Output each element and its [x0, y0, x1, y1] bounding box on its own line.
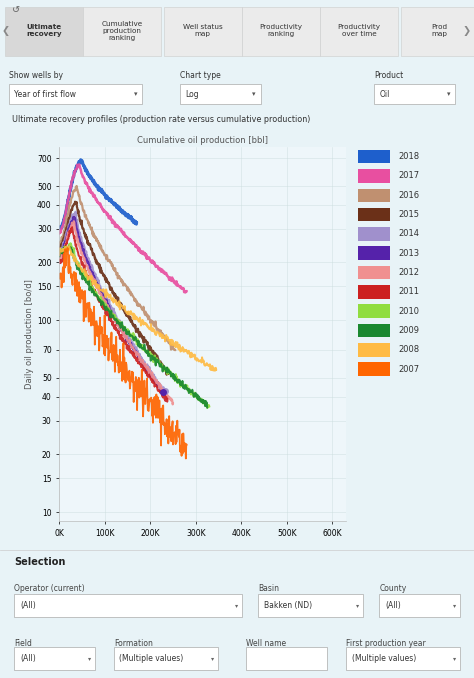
- Text: 2008: 2008: [399, 345, 420, 355]
- Text: 2011: 2011: [399, 287, 420, 296]
- Text: Productivity
ranking: Productivity ranking: [259, 24, 302, 37]
- Text: 2015: 2015: [399, 210, 420, 219]
- Text: Selection: Selection: [14, 557, 65, 567]
- Text: Product: Product: [374, 71, 404, 80]
- Text: (Multiple values): (Multiple values): [119, 654, 184, 663]
- Text: ▾: ▾: [447, 91, 450, 97]
- Text: Chart type: Chart type: [180, 71, 221, 80]
- Text: ▾: ▾: [356, 603, 359, 607]
- Text: ▾: ▾: [235, 603, 238, 607]
- Text: Year of first flow: Year of first flow: [14, 89, 76, 98]
- Text: Operator (current): Operator (current): [14, 584, 85, 593]
- FancyBboxPatch shape: [242, 7, 320, 56]
- Text: 2014: 2014: [399, 229, 420, 239]
- Text: Ultimate
recovery: Ultimate recovery: [26, 24, 62, 37]
- FancyBboxPatch shape: [379, 593, 460, 617]
- FancyBboxPatch shape: [14, 647, 95, 670]
- FancyBboxPatch shape: [358, 266, 390, 279]
- FancyBboxPatch shape: [346, 647, 460, 670]
- FancyBboxPatch shape: [401, 7, 474, 56]
- Text: 2009: 2009: [399, 326, 420, 335]
- Text: Bakken (ND): Bakken (ND): [264, 601, 312, 610]
- Text: ❯: ❯: [462, 26, 470, 36]
- Text: ▾: ▾: [134, 91, 137, 97]
- FancyBboxPatch shape: [358, 227, 390, 241]
- Text: Show wells by: Show wells by: [9, 71, 64, 80]
- FancyBboxPatch shape: [358, 150, 390, 163]
- Text: (All): (All): [20, 601, 36, 610]
- FancyBboxPatch shape: [358, 188, 390, 202]
- Text: Basin: Basin: [258, 584, 279, 593]
- FancyBboxPatch shape: [14, 593, 242, 617]
- FancyBboxPatch shape: [180, 84, 261, 104]
- Text: Well status
map: Well status map: [183, 24, 222, 37]
- FancyBboxPatch shape: [358, 170, 390, 182]
- FancyBboxPatch shape: [358, 208, 390, 221]
- Text: Ultimate recovery profiles (production rate versus cumulative production): Ultimate recovery profiles (production r…: [12, 115, 310, 123]
- Text: 2016: 2016: [399, 191, 420, 200]
- FancyBboxPatch shape: [258, 593, 363, 617]
- Text: 2013: 2013: [399, 249, 420, 258]
- Text: 2012: 2012: [399, 268, 420, 277]
- Text: First production year: First production year: [346, 639, 426, 648]
- Text: County: County: [379, 584, 406, 593]
- Text: 2018: 2018: [399, 152, 420, 161]
- FancyBboxPatch shape: [358, 324, 390, 337]
- Text: (All): (All): [385, 601, 401, 610]
- Text: Cumulative
production
ranking: Cumulative production ranking: [101, 20, 143, 41]
- FancyBboxPatch shape: [358, 343, 390, 357]
- Text: Formation: Formation: [114, 639, 153, 648]
- Text: ▾: ▾: [453, 656, 456, 661]
- FancyBboxPatch shape: [83, 7, 161, 56]
- Text: Productivity
over time: Productivity over time: [337, 24, 381, 37]
- FancyBboxPatch shape: [358, 285, 390, 298]
- FancyBboxPatch shape: [358, 247, 390, 260]
- FancyBboxPatch shape: [358, 363, 390, 376]
- Text: ▾: ▾: [253, 91, 256, 97]
- FancyBboxPatch shape: [358, 304, 390, 318]
- Text: Oil: Oil: [379, 89, 390, 98]
- Text: (Multiple values): (Multiple values): [352, 654, 416, 663]
- FancyBboxPatch shape: [164, 7, 242, 56]
- FancyBboxPatch shape: [5, 7, 83, 56]
- Text: ▾: ▾: [211, 656, 214, 661]
- Text: ▾: ▾: [88, 656, 91, 661]
- Title: Cumulative oil production [bbl]: Cumulative oil production [bbl]: [137, 136, 268, 145]
- Text: 2017: 2017: [399, 172, 420, 180]
- Text: Prod
map: Prod map: [431, 24, 448, 37]
- Text: 2007: 2007: [399, 365, 420, 374]
- Text: (All): (All): [20, 654, 36, 663]
- Text: Well name: Well name: [246, 639, 287, 648]
- Text: Field: Field: [14, 639, 32, 648]
- Y-axis label: Daily oil production [bo/d]: Daily oil production [bo/d]: [25, 279, 34, 389]
- Text: ❮: ❮: [2, 26, 10, 36]
- Text: ↺: ↺: [12, 5, 20, 16]
- Text: 2010: 2010: [399, 306, 420, 316]
- FancyBboxPatch shape: [114, 647, 218, 670]
- FancyBboxPatch shape: [374, 84, 455, 104]
- FancyBboxPatch shape: [9, 84, 142, 104]
- FancyBboxPatch shape: [320, 7, 398, 56]
- Text: Log: Log: [185, 89, 199, 98]
- FancyBboxPatch shape: [246, 647, 327, 670]
- Text: ▾: ▾: [453, 603, 456, 607]
